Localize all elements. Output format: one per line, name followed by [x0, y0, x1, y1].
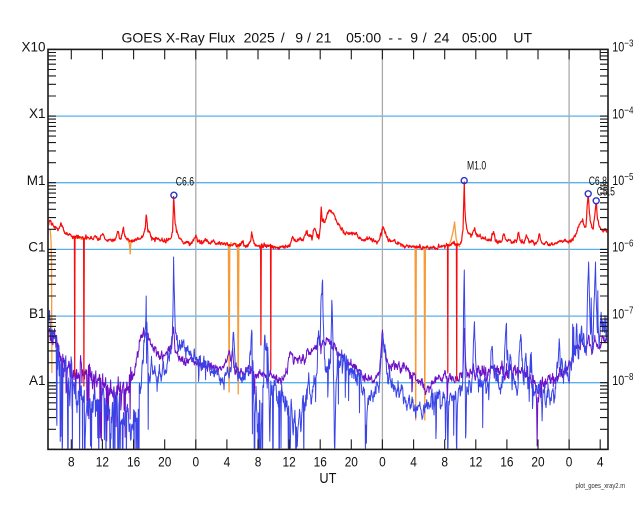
svg-text:C1: C1 [28, 239, 45, 254]
svg-text:M1.0: M1.0 [467, 160, 486, 172]
svg-text:2025: 2025 [244, 30, 275, 46]
svg-text:−3: −3 [624, 38, 633, 49]
svg-text:−7: −7 [624, 304, 633, 315]
svg-text:GOES X-Ray Flux: GOES X-Ray Flux [122, 30, 236, 46]
svg-text:05:00: 05:00 [346, 30, 381, 46]
svg-text:8: 8 [255, 454, 262, 470]
svg-text:12: 12 [469, 454, 482, 470]
svg-text:8: 8 [441, 454, 448, 470]
svg-text:4: 4 [410, 454, 417, 470]
svg-text:M1: M1 [27, 173, 46, 188]
svg-text:20: 20 [345, 454, 358, 470]
svg-text:−4: −4 [624, 104, 633, 115]
svg-text:8: 8 [68, 454, 75, 470]
svg-text:12: 12 [96, 454, 109, 470]
svg-text:A1: A1 [29, 373, 46, 388]
svg-text:24: 24 [434, 30, 450, 46]
svg-text:C5.5: C5.5 [597, 186, 616, 198]
svg-text:UT: UT [319, 470, 337, 486]
svg-text:10: 10 [612, 373, 624, 388]
svg-text:10: 10 [612, 173, 624, 188]
svg-text:16: 16 [314, 454, 327, 470]
svg-text:C6.8: C6.8 [589, 176, 608, 188]
svg-text:10: 10 [612, 39, 624, 54]
svg-text:12: 12 [282, 454, 295, 470]
svg-text:10: 10 [612, 106, 624, 121]
svg-text:X10: X10 [21, 39, 45, 54]
svg-text:B1: B1 [29, 306, 46, 321]
svg-text:20: 20 [158, 454, 171, 470]
svg-text:05:00: 05:00 [462, 30, 497, 46]
svg-text:--: -- [388, 30, 406, 46]
svg-text:C6.6: C6.6 [176, 177, 195, 189]
svg-text:16: 16 [127, 454, 140, 470]
svg-text:20: 20 [531, 454, 544, 470]
svg-text:−8: −8 [624, 371, 633, 382]
svg-text:10: 10 [612, 306, 624, 321]
svg-text:0: 0 [566, 454, 573, 470]
svg-text:−5: −5 [624, 171, 633, 182]
svg-text:/: / [307, 30, 311, 46]
svg-text:21: 21 [316, 30, 332, 46]
svg-text:0: 0 [192, 454, 199, 470]
svg-text:9: 9 [295, 30, 303, 46]
svg-text:/: / [281, 30, 285, 46]
svg-text:10: 10 [612, 239, 624, 254]
svg-text:4: 4 [597, 454, 604, 470]
svg-text:X1: X1 [29, 106, 46, 121]
svg-text:16: 16 [500, 454, 513, 470]
svg-text:4: 4 [224, 454, 231, 470]
svg-text:UT: UT [513, 30, 532, 46]
svg-text:plot_goes_xray2.m: plot_goes_xray2.m [576, 483, 626, 491]
svg-text:/: / [423, 30, 427, 46]
svg-text:−6: −6 [624, 238, 633, 249]
svg-text:9: 9 [410, 30, 418, 46]
svg-text:0: 0 [379, 454, 386, 470]
